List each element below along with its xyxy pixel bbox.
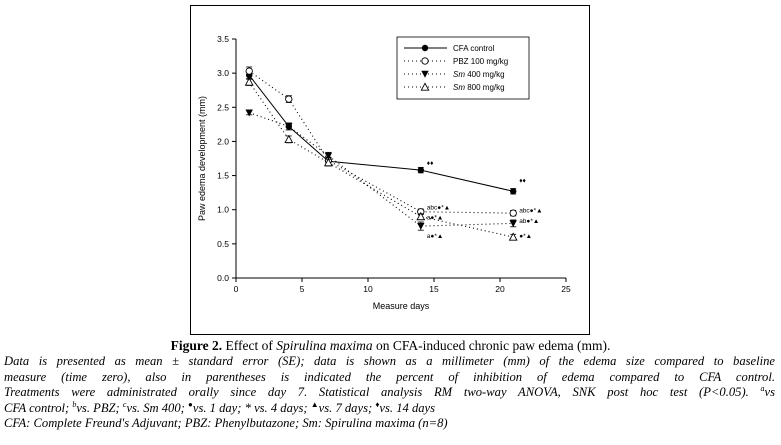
y-tick-label: 1.0 [217, 205, 229, 215]
superscript: ▲ [310, 399, 319, 409]
series-point-3 [508, 232, 518, 241]
superscript: ● [188, 399, 193, 409]
series-point-2 [324, 152, 333, 160]
x-tick-label: 5 [300, 284, 305, 294]
series-point-3 [323, 157, 333, 167]
legend-marker-2 [421, 70, 429, 78]
caption-title-part: Effect of [222, 338, 277, 353]
figure-panel: 0.0 0.5 1.0 1.5 2.0 2.5 3.0 3.5 0 5 10 15 20 25 Measur… [190, 5, 590, 335]
paw-edema-chart: 0.0 0.5 1.0 1.5 2.0 2.5 3.0 3.5 0 5 10 15 20 25 Measur… [197, 34, 571, 311]
superscript: c [122, 399, 127, 409]
y-tick-label: 1.5 [217, 171, 229, 181]
legend-marker-3 [420, 82, 430, 91]
x-tick-label: 15 [429, 284, 439, 294]
series-point-3 [416, 211, 426, 221]
figure-caption: Figure 2. Effect of Spirulina maxima on … [0, 338, 781, 432]
caption-text: vs. 1 day; * vs. 4 days; [192, 400, 308, 415]
series-point-3 [284, 134, 294, 144]
caption-title-part: on CFA-induced chronic paw edema (mm). [372, 338, 611, 353]
caption-text: vs. Sm 400; [126, 400, 185, 415]
series-point-2 [417, 222, 425, 230]
caption-line-5: CFA: Complete Freund's Adjuvant; PBZ: Ph… [4, 416, 448, 430]
caption-text: vs. 7 days; [318, 400, 373, 415]
legend-marker-1 [421, 57, 429, 65]
legend-marker-0 [421, 44, 429, 52]
x-tick-label: 10 [363, 284, 373, 294]
significance-label: abc●*▲ [519, 208, 542, 215]
series-point-2 [509, 220, 517, 228]
superscript: ♦ [375, 399, 380, 409]
caption-line-3: Treatments were administrated orally sin… [4, 383, 776, 401]
legend-box [396, 36, 530, 100]
y-tick-label: 2.5 [217, 102, 229, 112]
legend-label-dose: 400 mg/kg [465, 70, 505, 79]
significance-label: ♦♦ [519, 178, 526, 185]
series-point-1 [509, 209, 517, 217]
significance-label: ●*▲ [519, 233, 532, 240]
x-tick-label: 0 [234, 284, 239, 294]
caption-text: vs [764, 385, 776, 399]
superscript: b [72, 399, 77, 409]
y-tick-label: 0.0 [217, 273, 229, 283]
legend-label-2: Sm 400 mg/kg [453, 70, 505, 79]
significance-label: ♦♦ [427, 160, 434, 167]
series-point-2 [245, 109, 253, 117]
series-point-1 [285, 95, 293, 103]
significance-label: a●*▲ [427, 233, 444, 240]
series-point-0 [417, 166, 424, 174]
caption-line-2: measure (time zero), also in parentheses… [4, 369, 775, 384]
legend-label-3: Sm 800 mg/kg [453, 83, 505, 92]
figure-label: Figure 2. [170, 338, 223, 353]
x-tick-label: 25 [561, 284, 571, 294]
legend-label-species: Sm [453, 70, 465, 79]
series-point-3 [244, 77, 254, 86]
caption-line-4: CFA control; bvs. PBZ; cvs. Sm 400; ●vs.… [4, 399, 775, 417]
series-line-1 [248, 70, 514, 214]
y-tick-label: 3.0 [217, 68, 229, 78]
series-line-3 [248, 81, 514, 238]
series-point-1 [245, 67, 253, 75]
superscript: a [760, 383, 765, 393]
caption-text: Treatments were administrated orally sin… [4, 385, 749, 399]
legend-label-species: Sm [453, 83, 465, 92]
significance-label: a●*▲ [427, 215, 444, 222]
caption-species: Spirulina maxima [276, 338, 373, 353]
caption-body: Data is presented as mean ± standard err… [0, 354, 781, 432]
x-tick-label: 20 [495, 284, 505, 294]
caption-line-1: Data is presented as mean ± standard err… [4, 354, 775, 368]
x-axis-label: Measure days [373, 301, 430, 311]
series-point-0 [510, 188, 517, 195]
caption-text: vs. PBZ; [76, 400, 120, 415]
legend-label-dose: 800 mg/kg [465, 83, 505, 92]
y-tick-label: 3.5 [217, 34, 229, 44]
legend-label-0: CFA control [453, 44, 495, 53]
y-tick-label: 2.0 [217, 136, 229, 146]
caption-text: CFA control; [4, 400, 70, 415]
caption-text: vs. 14 days [379, 400, 436, 415]
significance-label: ab●*▲ [519, 218, 539, 225]
y-axis-label: Paw edema development (mm) [197, 96, 207, 221]
caption-title: Figure 2. Effect of Spirulina maxima on … [0, 338, 781, 354]
significance-label: abc●*▲ [427, 204, 450, 211]
legend-label-1: PBZ 100 mg/kg [453, 57, 508, 66]
series-point-2 [285, 123, 293, 131]
y-tick-label: 0.5 [217, 239, 229, 249]
